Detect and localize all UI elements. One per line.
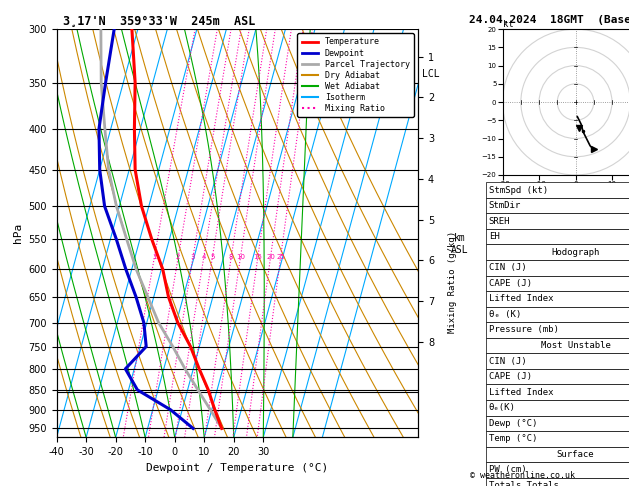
Text: Hodograph: Hodograph: [552, 248, 599, 257]
Text: Most Unstable: Most Unstable: [540, 341, 611, 350]
Text: CAPE (J): CAPE (J): [489, 372, 532, 381]
Text: 25: 25: [276, 255, 285, 260]
Text: LCL: LCL: [423, 69, 440, 79]
Text: θₑ(K): θₑ(K): [489, 403, 516, 412]
Text: 10: 10: [236, 255, 245, 260]
Text: 8: 8: [229, 255, 233, 260]
Text: 1: 1: [152, 255, 157, 260]
Text: θₑ (K): θₑ (K): [489, 310, 521, 319]
Text: 2: 2: [176, 255, 181, 260]
Text: 3¸17'N  359°33'W  245m  ASL: 3¸17'N 359°33'W 245m ASL: [63, 15, 255, 28]
Text: SREH: SREH: [489, 217, 510, 226]
Y-axis label: km
ASL: km ASL: [450, 233, 468, 255]
Text: EH: EH: [489, 232, 499, 241]
Text: 15: 15: [253, 255, 262, 260]
Text: 24.04.2024  18GMT  (Base: 06): 24.04.2024 18GMT (Base: 06): [469, 15, 629, 25]
Text: Totals Totals: Totals Totals: [489, 481, 559, 486]
Text: © weatheronline.co.uk: © weatheronline.co.uk: [470, 471, 574, 480]
Text: Lifted Index: Lifted Index: [489, 388, 554, 397]
Text: Surface: Surface: [557, 450, 594, 459]
Text: Pressure (mb): Pressure (mb): [489, 326, 559, 334]
Text: StmDir: StmDir: [489, 201, 521, 210]
Text: kt: kt: [503, 20, 513, 29]
Text: Lifted Index: Lifted Index: [489, 295, 554, 303]
Text: Dewp (°C): Dewp (°C): [489, 419, 537, 428]
Text: CIN (J): CIN (J): [489, 357, 526, 365]
Text: Temp (°C): Temp (°C): [489, 434, 537, 443]
X-axis label: Dewpoint / Temperature (°C): Dewpoint / Temperature (°C): [147, 463, 328, 473]
Text: Mixing Ratio (g/kg): Mixing Ratio (g/kg): [448, 231, 457, 333]
Text: CAPE (J): CAPE (J): [489, 279, 532, 288]
Y-axis label: hPa: hPa: [13, 223, 23, 243]
Text: 4: 4: [201, 255, 206, 260]
Text: CIN (J): CIN (J): [489, 263, 526, 272]
Text: PW (cm): PW (cm): [489, 466, 526, 474]
Legend: Temperature, Dewpoint, Parcel Trajectory, Dry Adiabat, Wet Adiabat, Isotherm, Mi: Temperature, Dewpoint, Parcel Trajectory…: [298, 34, 414, 117]
Text: StmSpd (kt): StmSpd (kt): [489, 186, 548, 194]
Text: 3: 3: [191, 255, 195, 260]
Text: 5: 5: [210, 255, 214, 260]
Text: 20: 20: [266, 255, 275, 260]
